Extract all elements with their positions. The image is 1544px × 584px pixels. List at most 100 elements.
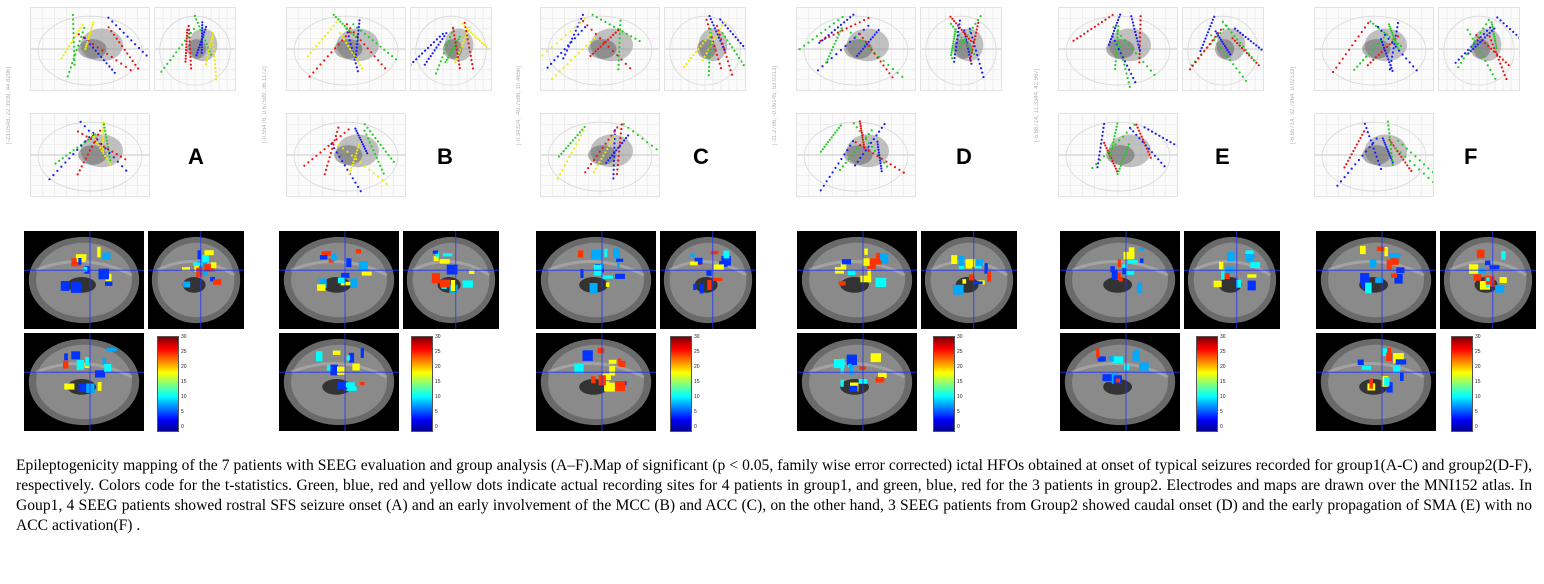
glass-brain-sagittal — [1058, 7, 1178, 91]
spm-coordinates: [-23.0548, 22.3939, 44.8296] — [6, 66, 12, 144]
glass-brain-axial — [796, 113, 916, 197]
colorbar-tick-label: 5 — [181, 409, 184, 415]
glass-brain-coronal — [410, 7, 492, 91]
electrode-overlay — [411, 8, 491, 90]
colorbar-tick-label: 20 — [1220, 364, 1226, 370]
glass-brain-coronal — [920, 7, 1002, 91]
colorbar-tick-label: 25 — [957, 349, 963, 355]
mri-sagittal — [1060, 231, 1180, 329]
electrode-overlay — [31, 8, 149, 90]
glass-brain-coronal — [1182, 7, 1264, 91]
electrode-overlay — [797, 8, 915, 90]
glass-brain-axial — [30, 113, 150, 197]
colorbar-tick-label: 10 — [694, 394, 700, 400]
panel-label: B — [437, 144, 453, 169]
mri-axial — [536, 333, 656, 431]
colorbar-tick-label: 20 — [181, 364, 187, 370]
spm-coordinates: [-5.66714, 32.7964, 9.02133] — [1290, 66, 1296, 144]
colorbar-tick-label: 30 — [435, 334, 441, 340]
colorbar-tick-label: 30 — [694, 334, 700, 340]
electrode-overlay — [1059, 8, 1177, 90]
glass-brain-coronal — [154, 7, 236, 91]
glass-brain-axial — [1314, 113, 1434, 197]
mri-coronal — [403, 231, 499, 329]
colorbar-tick-label: 10 — [181, 394, 187, 400]
electrode-overlay — [287, 8, 405, 90]
mri-coronal — [148, 231, 244, 329]
electrode-overlay — [921, 8, 1001, 90]
panel-label: F — [1464, 144, 1478, 169]
glass-brain-sagittal — [796, 7, 916, 91]
colorbar-tick-label: 0 — [957, 424, 960, 430]
electrode-overlay — [155, 8, 235, 90]
spm-coordinates: [-0.55476, 0.67589, 36.1172] — [262, 66, 268, 144]
figure-caption: Epileptogenicity mapping of the 7 patien… — [16, 457, 1532, 534]
colorbar-tick-label: 15 — [1220, 379, 1226, 385]
colorbar-tick-label: 20 — [957, 364, 963, 370]
mri-sagittal — [24, 231, 144, 329]
colorbar-tick-label: 5 — [1220, 409, 1223, 415]
mri-axial — [279, 333, 399, 431]
colorbar-tick-label: 5 — [694, 409, 697, 415]
colorbar-tick-label: 15 — [435, 379, 441, 385]
t-statistic-colorbar — [933, 336, 955, 432]
glass-brain-coronal — [1438, 7, 1520, 91]
mri-sagittal — [1316, 231, 1436, 329]
colorbar-tick-label: 20 — [694, 364, 700, 370]
colorbar-tick-label: 10 — [957, 394, 963, 400]
mri-sagittal — [536, 231, 656, 329]
mri-coronal — [1184, 231, 1280, 329]
colorbar-tick-label: 0 — [1475, 424, 1478, 430]
panel-label: E — [1215, 144, 1230, 169]
colorbar-tick-label: 5 — [435, 409, 438, 415]
electrode-overlay — [1315, 8, 1433, 90]
colorbar-tick-label: 30 — [1220, 334, 1226, 340]
colorbar-tick-label: 25 — [435, 349, 441, 355]
glass-brain-axial — [540, 113, 660, 197]
panel-label: C — [693, 144, 709, 169]
t-statistic-colorbar — [1196, 336, 1218, 432]
t-statistic-colorbar — [411, 336, 433, 432]
mri-axial — [1060, 333, 1180, 431]
colorbar-tick-label: 15 — [694, 379, 700, 385]
electrode-overlay — [541, 114, 659, 196]
glass-brain-sagittal — [30, 7, 150, 91]
colorbar-tick-label: 10 — [1475, 394, 1481, 400]
mri-sagittal — [279, 231, 399, 329]
glass-brain-coronal — [664, 7, 746, 91]
electrode-overlay — [665, 8, 745, 90]
glass-brain-sagittal — [1314, 7, 1434, 91]
panel-label: D — [956, 144, 972, 169]
glass-brain-sagittal — [286, 7, 406, 91]
colorbar-tick-label: 0 — [694, 424, 697, 430]
spm-coordinates: [-31.2786, -0.06145, 53.0313] — [772, 65, 778, 145]
electrode-overlay — [541, 8, 659, 90]
glass-brain-axial — [286, 113, 406, 197]
mri-sagittal — [797, 231, 917, 329]
colorbar-tick-label: 20 — [435, 364, 441, 370]
mri-axial — [797, 333, 917, 431]
panel-label: A — [188, 144, 204, 169]
glass-brain-sagittal — [540, 7, 660, 91]
mri-axial — [1316, 333, 1436, 431]
t-statistic-colorbar — [157, 336, 179, 432]
mri-coronal — [1440, 231, 1536, 329]
colorbar-tick-label: 10 — [1220, 394, 1226, 400]
spm-coordinates: [-0.34324, -40.7588, 10.4656] — [516, 65, 522, 145]
colorbar-tick-label: 15 — [181, 379, 187, 385]
colorbar-tick-label: 20 — [1475, 364, 1481, 370]
colorbar-tick-label: 0 — [181, 424, 184, 430]
colorbar-tick-label: 30 — [181, 334, 187, 340]
spm-coordinates: [-5.66714, 11.3344, 42.567] — [1034, 68, 1040, 142]
colorbar-tick-label: 25 — [694, 349, 700, 355]
colorbar-tick-label: 25 — [1475, 349, 1481, 355]
colorbar-tick-label: 0 — [435, 424, 438, 430]
electrode-overlay — [1059, 114, 1177, 196]
electrode-overlay — [1315, 114, 1433, 196]
electrode-overlay — [1183, 8, 1263, 90]
glass-brain-axial — [1058, 113, 1178, 197]
colorbar-tick-label: 15 — [957, 379, 963, 385]
electrode-overlay — [797, 114, 915, 196]
colorbar-tick-label: 10 — [435, 394, 441, 400]
mri-coronal — [660, 231, 756, 329]
